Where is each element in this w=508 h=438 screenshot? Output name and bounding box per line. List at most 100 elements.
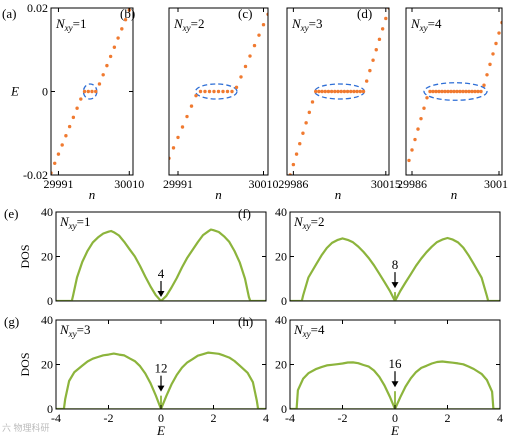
data-point	[410, 148, 414, 152]
data-point	[384, 16, 388, 21]
data-point	[71, 115, 76, 120]
x-tick-label: -4	[51, 411, 61, 425]
data-point	[207, 89, 212, 94]
data-point	[203, 89, 207, 94]
dos-curve	[290, 360, 500, 409]
data-point	[257, 33, 261, 37]
data-point	[112, 45, 117, 49]
y-tick-label: -0.02	[23, 168, 48, 182]
data-point	[329, 89, 334, 94]
data-point	[407, 158, 411, 163]
data-points	[51, 0, 134, 175]
spike-annotation: 16	[389, 356, 403, 371]
data-point	[189, 104, 194, 108]
x-tick-label: 30010	[249, 177, 279, 191]
data-points	[407, 20, 502, 163]
data-point	[131, 0, 134, 3]
data-point	[431, 89, 435, 94]
data-point	[198, 89, 203, 94]
data-point	[452, 89, 456, 94]
data-point	[79, 97, 83, 101]
data-point	[301, 131, 305, 135]
panel-label: (b)	[120, 6, 135, 21]
y-tick-label: 0	[281, 402, 287, 416]
x-axis-label: E	[156, 423, 165, 438]
data-point	[467, 89, 471, 94]
x-tick-label: -2	[104, 411, 114, 425]
data-point	[440, 89, 444, 94]
data-point	[491, 52, 495, 56]
x-axis-label: n	[215, 187, 222, 202]
y-tick-label: 20	[275, 358, 287, 372]
data-point	[476, 89, 480, 94]
data-point	[461, 89, 465, 94]
data-point	[482, 83, 486, 87]
data-point	[355, 89, 359, 94]
x-tick-label: 4	[497, 411, 503, 425]
y-tick-label: 20	[275, 250, 287, 264]
data-points	[169, 12, 268, 160]
data-point	[361, 89, 366, 94]
data-point	[64, 134, 68, 138]
data-point	[428, 89, 432, 94]
nxy-label: Nxy=1	[59, 214, 91, 231]
x-tick-label: 2	[445, 411, 451, 425]
data-point	[75, 106, 79, 110]
spike-arrow-head	[157, 291, 165, 297]
nxy-label: Nxy=1	[55, 16, 87, 33]
y-tick-label: 0.02	[27, 1, 48, 15]
data-point	[234, 85, 239, 90]
x-tick-label: 30015	[484, 177, 508, 191]
data-point	[60, 143, 64, 147]
dos-curve-group	[290, 236, 500, 301]
data-point	[374, 48, 378, 52]
data-point	[261, 23, 266, 27]
x-tick-label: -2	[338, 411, 348, 425]
data-point	[345, 89, 350, 94]
data-point	[180, 125, 185, 129]
data-point	[304, 121, 308, 125]
data-point	[349, 89, 353, 94]
x-tick-label: 4	[263, 411, 269, 425]
data-point	[225, 89, 230, 94]
data-point	[497, 31, 501, 35]
panel-label: (c)	[238, 6, 252, 21]
data-point	[494, 41, 498, 46]
x-axis-label: E	[390, 423, 399, 438]
data-point	[120, 27, 124, 31]
data-point	[488, 62, 492, 67]
panel-label: (d)	[357, 6, 372, 21]
x-tick-label: 30015	[371, 177, 401, 191]
data-point	[485, 73, 489, 77]
data-point	[248, 54, 252, 58]
x-tick-label: 29986	[278, 177, 308, 191]
data-point	[473, 89, 477, 94]
data-point	[470, 89, 474, 94]
data-point	[86, 89, 90, 94]
y-axis-label: DOS	[18, 352, 32, 376]
data-point	[94, 89, 98, 94]
data-point	[53, 161, 57, 166]
y-tick-label: 0	[42, 85, 48, 99]
panel-label: (g)	[4, 314, 19, 329]
axes-frame	[286, 7, 390, 176]
data-point	[364, 79, 369, 83]
data-point	[212, 89, 216, 94]
axes-frame	[405, 7, 503, 176]
x-tick-label: 0	[392, 411, 398, 425]
data-point	[326, 89, 331, 94]
x-axis-label: n	[335, 187, 342, 202]
data-point	[97, 82, 102, 86]
panel-label: (e)	[4, 206, 18, 221]
data-point	[336, 89, 340, 94]
data-point	[380, 27, 385, 31]
dos-curve-group	[56, 228, 266, 301]
data-points	[288, 8, 389, 175]
data-point	[116, 36, 120, 40]
nxy-label: Nxy=4	[293, 322, 325, 339]
x-axis-label: n	[89, 187, 96, 202]
spike-annotation: 4	[158, 266, 165, 281]
y-tick-label: 40	[41, 313, 53, 327]
nxy-label: Nxy=2	[173, 16, 205, 33]
data-point	[123, 17, 128, 22]
